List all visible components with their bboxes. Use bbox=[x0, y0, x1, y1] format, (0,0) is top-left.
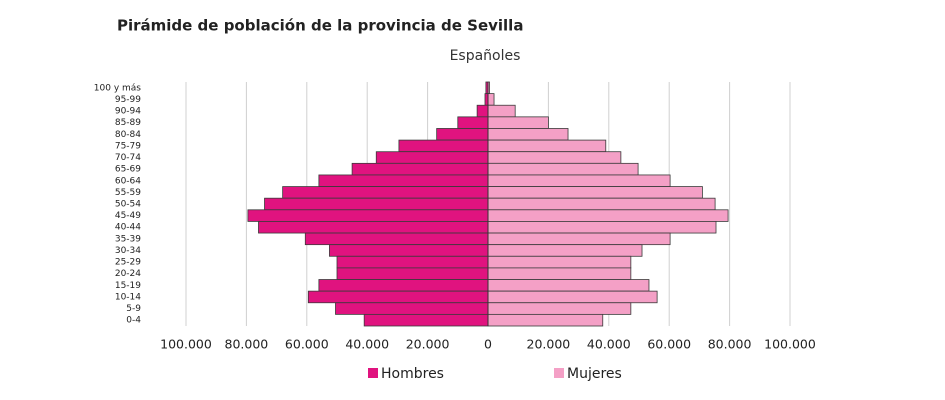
y-tick-label: 20-24 bbox=[115, 269, 141, 279]
y-tick-label: 40-44 bbox=[115, 223, 141, 233]
y-tick-label: 35-39 bbox=[115, 234, 141, 244]
y-tick-label: 100 y más bbox=[94, 83, 142, 93]
chart-subtitle: Españoles bbox=[450, 48, 521, 64]
y-tick-label: 75-79 bbox=[115, 141, 141, 151]
bar bbox=[487, 139, 607, 153]
bar bbox=[487, 162, 639, 176]
x-tick-label: 20.000 bbox=[406, 337, 450, 352]
x-tick-label: 80.000 bbox=[225, 337, 269, 352]
y-tick-label: 15-19 bbox=[115, 281, 141, 291]
y-tick-label: 85-89 bbox=[115, 118, 141, 128]
y-tick-label: 55-59 bbox=[115, 188, 141, 198]
bar bbox=[487, 313, 604, 327]
bar bbox=[487, 244, 643, 257]
y-tick-label: 90-94 bbox=[115, 107, 141, 117]
y-tick-label: 5-9 bbox=[126, 304, 141, 314]
legend-swatch bbox=[368, 368, 378, 378]
y-tick-label: 65-69 bbox=[115, 165, 141, 175]
bar bbox=[487, 174, 671, 187]
y-tick-label: 10-14 bbox=[115, 292, 141, 302]
bar bbox=[318, 279, 489, 292]
bar bbox=[375, 151, 489, 164]
x-tick-label: 100.000 bbox=[160, 337, 212, 352]
bar bbox=[487, 197, 716, 211]
y-tick-label: 70-74 bbox=[115, 153, 141, 163]
y-tick-label: 60-64 bbox=[115, 176, 141, 186]
bar bbox=[363, 313, 489, 327]
bar bbox=[282, 186, 489, 199]
y-tick-label: 95-99 bbox=[115, 95, 141, 105]
bar bbox=[487, 93, 495, 106]
bar bbox=[351, 162, 489, 176]
y-tick-label: 30-34 bbox=[115, 246, 141, 256]
x-tick-label: 40.000 bbox=[345, 337, 389, 352]
bar bbox=[487, 255, 632, 269]
y-tick-label: 45-49 bbox=[115, 211, 141, 221]
bar bbox=[487, 232, 671, 246]
x-tick-label: 0 bbox=[484, 337, 492, 352]
y-tick-label: 50-54 bbox=[115, 200, 141, 210]
x-tick-label: 100.000 bbox=[764, 337, 816, 352]
legend-swatch bbox=[554, 368, 564, 378]
bar bbox=[487, 104, 516, 118]
x-tick-label: 40.000 bbox=[587, 337, 631, 352]
bar bbox=[258, 221, 489, 234]
y-tick-label: 0-4 bbox=[126, 316, 141, 326]
bar bbox=[264, 197, 489, 211]
bar bbox=[476, 104, 489, 118]
x-tick-label: 80.000 bbox=[708, 337, 752, 352]
bar bbox=[318, 174, 489, 187]
bar bbox=[487, 116, 549, 129]
bar bbox=[335, 302, 489, 315]
bar bbox=[336, 255, 489, 269]
bar bbox=[247, 209, 489, 222]
bar bbox=[487, 221, 717, 234]
y-tick-label: 25-29 bbox=[115, 258, 141, 268]
x-tick-label: 60.000 bbox=[647, 337, 691, 352]
bar bbox=[487, 302, 632, 315]
bar bbox=[487, 151, 622, 164]
chart-title: Pirámide de población de la provincia de… bbox=[117, 17, 523, 35]
x-tick-label: 20.000 bbox=[527, 337, 571, 352]
bar bbox=[487, 186, 703, 199]
legend-label: Mujeres bbox=[567, 366, 622, 382]
bar bbox=[487, 279, 650, 292]
x-tick-label: 60.000 bbox=[285, 337, 329, 352]
legend-label: Hombres bbox=[381, 366, 444, 382]
bar bbox=[329, 244, 489, 257]
bar bbox=[487, 267, 632, 280]
bar bbox=[398, 139, 489, 153]
bar bbox=[487, 128, 569, 141]
bar bbox=[304, 232, 489, 246]
bar bbox=[307, 290, 489, 304]
bar bbox=[336, 267, 489, 280]
bar bbox=[487, 209, 729, 222]
bar bbox=[436, 128, 489, 141]
y-tick-label: 80-84 bbox=[115, 130, 141, 140]
bar bbox=[457, 116, 489, 129]
bar bbox=[487, 290, 658, 304]
